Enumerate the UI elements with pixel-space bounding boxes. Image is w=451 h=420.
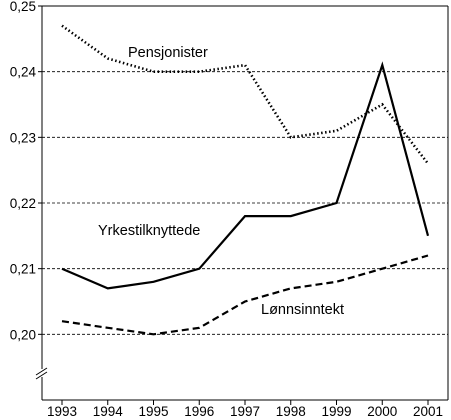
x-tick-label: 1995 [138, 404, 168, 419]
x-tick-label: 1997 [230, 404, 260, 419]
x-tick-label: 1994 [93, 404, 124, 419]
x-tick-label: 1999 [321, 404, 351, 419]
y-tick-label: 0,23 [10, 130, 36, 145]
x-tick-label: 2001 [413, 404, 443, 419]
series-label: Pensjonister [128, 45, 208, 61]
x-tick-label: 1996 [184, 404, 214, 419]
y-tick-label: 0,25 [10, 0, 36, 14]
y-tick-label: 0,21 [10, 262, 36, 277]
series-label: Yrkestilknyttede [98, 223, 200, 239]
y-tick-label: 0,20 [10, 327, 36, 342]
axes [35, 5, 449, 405]
axis-break-gap [36, 369, 48, 377]
axis-break-mark [35, 367, 48, 376]
series-line [61, 61, 430, 290]
y-tick-label: 0,22 [10, 196, 36, 211]
series-label: Lønnsinntekt [261, 302, 344, 318]
series-line [61, 24, 430, 165]
axis-break-mark [35, 371, 48, 380]
series-line [61, 254, 429, 336]
gridlines [42, 71, 448, 335]
labels: 0,20 0,21 0,22 0,23 0,24 0,25 1993 1994 1995 1996… [10, 0, 443, 419]
series-lines [61, 24, 430, 336]
x-tick-label: 1998 [276, 404, 306, 419]
x-tick-label: 2000 [367, 404, 397, 419]
x-tick-label: 1993 [47, 404, 77, 419]
y-tick-label: 0,24 [10, 65, 37, 80]
